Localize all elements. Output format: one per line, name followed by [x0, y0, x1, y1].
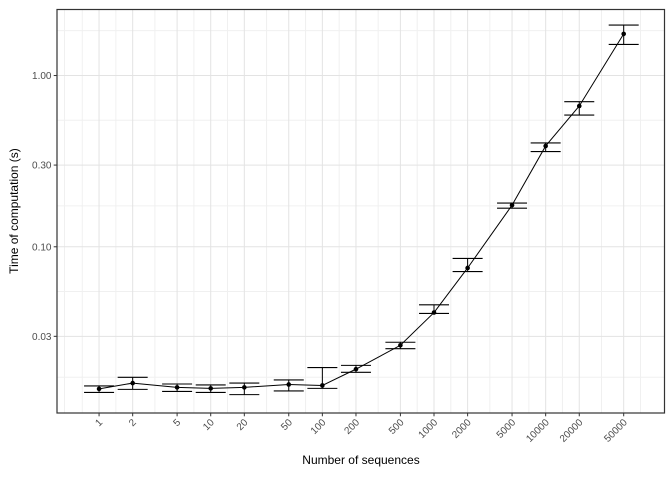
x-tick-label: 5 [172, 417, 184, 429]
y-tick-label: 0.30 [32, 161, 52, 172]
data-point [242, 385, 247, 390]
x-axis-title: Number of sequences [302, 453, 420, 467]
data-point [286, 382, 292, 387]
panel-border [56, 8, 666, 414]
axis-tick-marks [53, 75, 625, 417]
x-tick-label: 50 [279, 417, 295, 433]
y-tick-labels: 0.03 0.10 0.30 1.00 [32, 71, 52, 343]
data-point [576, 103, 582, 109]
x-tick-label: 20000 [558, 417, 586, 445]
data-point [509, 202, 515, 208]
x-tick-label: 50000 [602, 417, 630, 445]
x-tick-label: 1000 [417, 417, 441, 441]
data-point [465, 265, 470, 271]
x-tick-label: 5000 [495, 417, 519, 441]
x-tick-label: 10000 [524, 417, 552, 445]
data-point [431, 310, 437, 315]
y-tick-label: 0.10 [32, 242, 52, 253]
x-tick-label: 10 [201, 417, 217, 433]
y-tick-label: 0.03 [32, 332, 52, 343]
x-tick-label: 2000 [450, 417, 474, 441]
data-point [130, 380, 135, 386]
x-tick-label: 20 [235, 417, 251, 433]
data-point [174, 385, 180, 390]
x-tick-labels: 1 2 5 10 20 50 100 200 500 1000 2000 5000 10000 20000… [93, 417, 630, 445]
data-point [96, 386, 102, 392]
x-tick-label: 1 [93, 417, 105, 429]
data-points [96, 31, 626, 392]
data-point [353, 366, 359, 372]
data-point [320, 383, 325, 388]
data-point [621, 31, 626, 37]
y-axis-title: Time of computation (s) [7, 148, 21, 274]
minor-gridlines [57, 9, 665, 413]
data-point [398, 342, 403, 348]
x-tick-label: 100 [309, 417, 329, 437]
major-gridlines [57, 9, 665, 413]
plot-panel [57, 9, 665, 413]
x-tick-label: 2 [127, 417, 139, 429]
x-tick-label: 500 [387, 417, 407, 437]
data-point [543, 143, 548, 149]
y-tick-label: 1.00 [32, 71, 52, 82]
x-tick-label: 200 [343, 417, 363, 437]
data-point [208, 386, 214, 391]
